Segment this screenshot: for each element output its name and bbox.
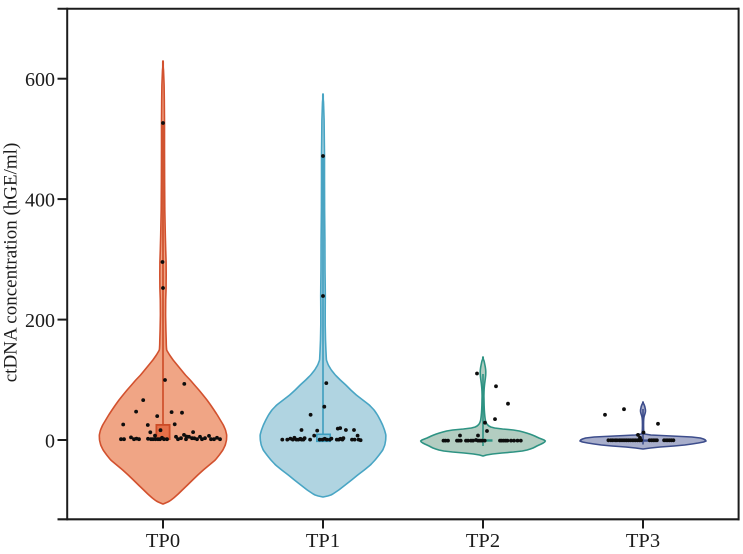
svg-text:TP3: TP3 <box>626 530 660 552</box>
svg-text:TP0: TP0 <box>146 530 180 552</box>
svg-text:ctDNA concentration (hGE/ml): ctDNA concentration (hGE/ml) <box>1 143 22 383</box>
svg-text:600: 600 <box>25 69 55 91</box>
svg-text:400: 400 <box>25 190 55 212</box>
svg-text:200: 200 <box>25 310 55 332</box>
svg-text:TP2: TP2 <box>466 530 500 552</box>
svg-text:TP1: TP1 <box>306 530 340 552</box>
svg-text:0: 0 <box>45 431 55 453</box>
